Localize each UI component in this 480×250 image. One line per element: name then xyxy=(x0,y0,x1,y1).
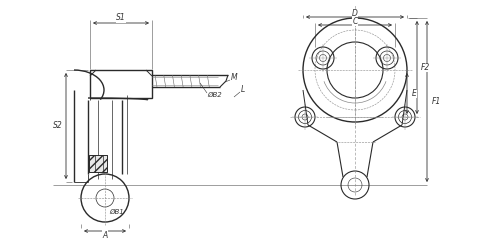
Text: L: L xyxy=(241,86,245,94)
Text: M: M xyxy=(231,74,237,82)
Text: C: C xyxy=(352,16,358,26)
Text: F1: F1 xyxy=(432,97,441,106)
Text: ØB2: ØB2 xyxy=(208,92,222,98)
Text: E: E xyxy=(411,89,417,98)
Text: S2: S2 xyxy=(53,122,63,130)
Text: D: D xyxy=(352,10,358,18)
Bar xyxy=(89,155,107,172)
Text: F2: F2 xyxy=(420,63,430,72)
Text: ØB1: ØB1 xyxy=(109,209,124,215)
Text: A: A xyxy=(102,230,108,239)
Bar xyxy=(90,70,152,98)
Text: S1: S1 xyxy=(116,14,126,22)
